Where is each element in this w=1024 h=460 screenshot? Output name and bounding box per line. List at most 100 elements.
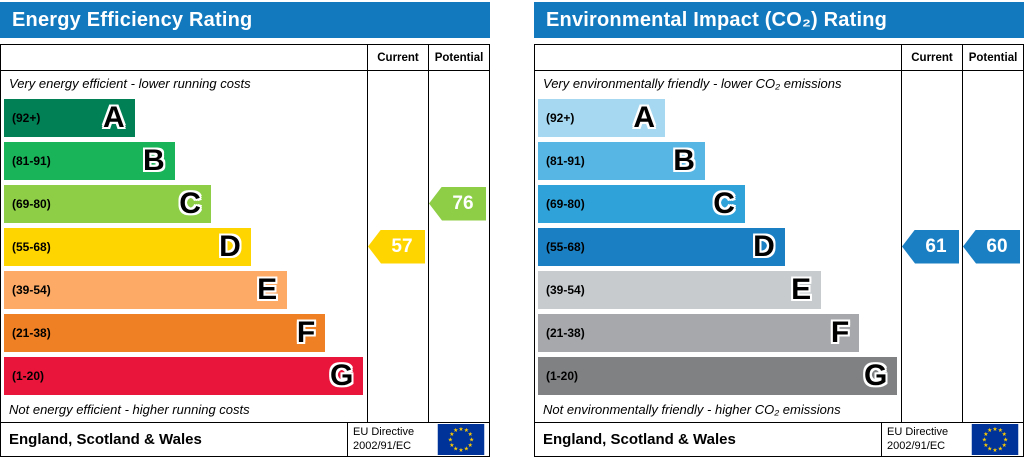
environmental-impact-chart: Environmental Impact (CO₂) Rating Curren… xyxy=(534,2,1024,457)
band-letter: E xyxy=(791,272,812,306)
band-range-label: (1-20) xyxy=(12,368,45,383)
eu-directive-line2: 2002/91/EC xyxy=(353,439,412,452)
rating-band-f: (21-38) F xyxy=(4,311,367,354)
svg-text:★: ★ xyxy=(1002,442,1007,449)
rating-band-a: (92+) A xyxy=(538,96,901,139)
band-letter: F xyxy=(830,315,850,349)
rating-band-b: (81-91) B xyxy=(4,139,367,182)
svg-text:★: ★ xyxy=(982,436,987,443)
table-header-row: Current Potential xyxy=(1,45,489,71)
rating-band-f: (21-38) F xyxy=(538,311,901,354)
bands-column: Very environmentally friendly - lower CO… xyxy=(535,71,901,422)
eu-flag: ★ ★ ★ ★ ★ ★ ★ ★ ★ ★ ★ ★ xyxy=(433,423,489,456)
potential-rating-marker: 60 xyxy=(963,229,1020,264)
eu-directive-label: EU Directive 2002/91/EC xyxy=(347,423,433,456)
band-letter: A xyxy=(103,100,125,134)
band-range-label: (21-38) xyxy=(546,325,585,340)
band-bar-a: (92+) A xyxy=(4,98,135,137)
rating-table: Current Potential Very energy efficient … xyxy=(0,44,490,457)
rating-bands: (92+) A (81-91) B (69-80) C (55-68) D (39-54) E (2… xyxy=(535,96,901,397)
band-range-label: (81-91) xyxy=(12,153,51,168)
band-range-label: (39-54) xyxy=(12,282,51,297)
band-range-label: (92+) xyxy=(12,110,41,125)
rating-band-b: (81-91) B xyxy=(538,139,901,182)
band-range-label: (39-54) xyxy=(546,282,585,297)
band-letter: C xyxy=(713,186,735,220)
eu-flag-icon: ★ ★★ ★★★ ★★★ ★★★ xyxy=(437,424,485,455)
table-footer-row: England, Scotland & Wales EU Directive 2… xyxy=(535,422,1023,456)
band-letter: B xyxy=(142,143,165,177)
svg-text:★: ★ xyxy=(458,447,463,454)
band-bar-d: (55-68) D xyxy=(538,227,785,266)
band-bar-g: (1-20) G xyxy=(4,356,364,395)
band-range-label: (1-20) xyxy=(546,368,579,383)
current-rating-marker: 61 xyxy=(902,229,959,264)
top-note: Very environmentally friendly - lower CO… xyxy=(543,76,842,91)
table-header-row: Current Potential xyxy=(535,45,1023,71)
svg-text:★: ★ xyxy=(464,427,469,434)
svg-text:★: ★ xyxy=(448,436,453,443)
eu-flag: ★ ★ ★ ★ ★ ★ ★ ★ ★ ★ ★ ★ xyxy=(967,423,1023,456)
band-range-label: (81-91) xyxy=(546,153,585,168)
svg-text:★: ★ xyxy=(983,442,988,449)
chart-title: Environmental Impact (CO₂) Rating xyxy=(534,2,1024,38)
band-letter: D xyxy=(219,229,241,263)
svg-text:★: ★ xyxy=(992,447,997,454)
rating-band-c: (69-80) C xyxy=(538,182,901,225)
band-letter: G xyxy=(864,358,888,392)
top-note: Very energy efficient - lower running co… xyxy=(9,76,251,91)
rating-band-d: (55-68) D xyxy=(4,225,367,268)
svg-text:★: ★ xyxy=(449,442,454,449)
svg-text:★: ★ xyxy=(983,431,988,438)
band-bar-e: (39-54) E xyxy=(4,270,288,309)
rating-band-d: (55-68) D xyxy=(538,225,901,268)
svg-text:★: ★ xyxy=(998,427,1003,434)
rating-band-c: (69-80) C xyxy=(4,182,367,225)
band-letter: E xyxy=(257,272,278,306)
svg-text:★: ★ xyxy=(468,442,473,449)
rating-band-g: (1-20) G xyxy=(4,354,367,397)
band-bar-c: (69-80) C xyxy=(4,184,211,223)
band-bar-f: (21-38) F xyxy=(538,313,860,352)
potential-column: 60 xyxy=(962,71,1023,422)
band-letter: D xyxy=(753,229,775,263)
current-column: 61 xyxy=(901,71,962,422)
rating-band-a: (92+) A xyxy=(4,96,367,139)
band-letter: B xyxy=(673,143,695,177)
band-letter: G xyxy=(330,358,354,392)
svg-text:★: ★ xyxy=(992,426,997,433)
rating-table: Current Potential Very environmentally f… xyxy=(534,44,1024,457)
band-range-label: (69-80) xyxy=(546,196,585,211)
band-bar-e: (39-54) E xyxy=(538,270,822,309)
svg-text:★: ★ xyxy=(453,427,458,434)
bands-column: Very energy efficient - lower running co… xyxy=(1,71,367,422)
energy-efficiency-chart: Energy Efficiency Rating Current Potenti… xyxy=(0,2,490,457)
svg-text:★: ★ xyxy=(987,446,992,453)
band-range-label: (69-80) xyxy=(12,196,51,211)
potential-rating-marker: 76 xyxy=(429,186,486,221)
band-bar-g: (1-20) G xyxy=(538,356,898,395)
band-letter: A xyxy=(633,100,656,134)
eu-directive-line1: EU Directive xyxy=(887,426,949,439)
svg-text:★: ★ xyxy=(987,427,992,434)
rating-band-g: (1-20) G xyxy=(538,354,901,397)
potential-column-header: Potential xyxy=(428,45,489,70)
band-letter: F xyxy=(296,315,316,349)
rating-bands: (92+) A (81-91) B (69-80) C (55-68) D (39-54) E (2… xyxy=(1,96,367,397)
band-range-label: (55-68) xyxy=(12,239,51,254)
region-label: England, Scotland & Wales xyxy=(543,431,736,448)
table-body: Very energy efficient - lower running co… xyxy=(1,71,489,422)
svg-text:★: ★ xyxy=(453,446,458,453)
potential-column-header: Potential xyxy=(962,45,1023,70)
band-bar-b: (81-91) B xyxy=(538,141,705,180)
table-footer-row: England, Scotland & Wales EU Directive 2… xyxy=(1,422,489,456)
svg-text:★: ★ xyxy=(469,436,474,443)
current-rating-marker: 57 xyxy=(368,229,425,264)
current-column: 57 xyxy=(367,71,428,422)
eu-directive-line1: EU Directive xyxy=(353,426,415,439)
band-bar-b: (81-91) B xyxy=(4,141,175,180)
band-bar-a: (92+) A xyxy=(538,98,666,137)
band-bar-d: (55-68) D xyxy=(4,227,251,266)
header-spacer xyxy=(535,45,901,70)
